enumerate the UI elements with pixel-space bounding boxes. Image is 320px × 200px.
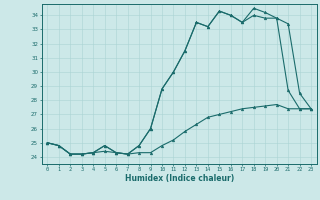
X-axis label: Humidex (Indice chaleur): Humidex (Indice chaleur): [124, 174, 234, 183]
